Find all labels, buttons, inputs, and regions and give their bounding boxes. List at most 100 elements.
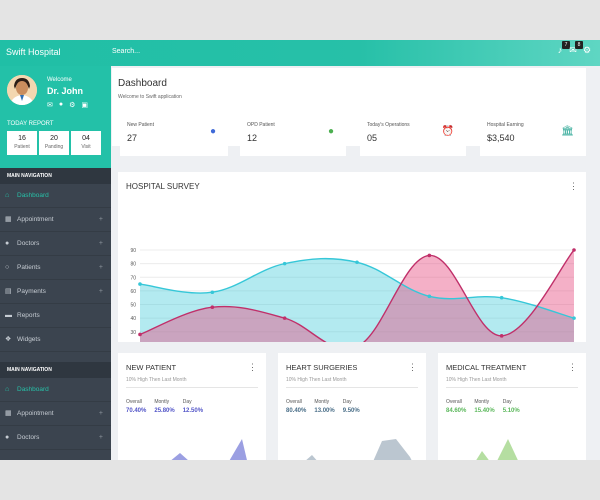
widget-icon: ❖ [5, 336, 12, 343]
logout-icon[interactable]: ▣ [81, 102, 89, 109]
metric-value: 70.40% [126, 408, 147, 414]
user-icon[interactable]: ● [58, 101, 64, 108]
data-point [572, 316, 576, 320]
expand-icon[interactable]: + [98, 240, 103, 247]
message-icon[interactable]: ✉ [47, 102, 53, 109]
y-tick-label: 70 [130, 275, 136, 281]
sidebar-item-label: Doctors [17, 434, 40, 441]
sidebar-item-payments[interactable]: ▤ Payments + [0, 280, 111, 304]
sidebar-item-label: Reports [17, 312, 40, 319]
bell-icon[interactable]: ♪ 7 [554, 41, 570, 57]
sidebar-item-label: Dashboard [17, 386, 49, 393]
metrics: Overall 70.40% Montly 25.80% Day 12.50% [126, 399, 203, 414]
card-subtitle: 10% High Then Last Month [286, 377, 347, 383]
sidebar-item-reports[interactable]: ▬ Reports [0, 304, 111, 328]
stat-card-operations[interactable]: Today's Operations 05 ⏰ [360, 114, 466, 156]
sidebar-item-patients[interactable]: ○ Patients + [0, 256, 111, 280]
more-icon[interactable]: ⋮ [408, 362, 417, 372]
home-icon: ⌂ [5, 386, 10, 393]
stat-card-opd-patient[interactable]: OPD Patient 12 ● [240, 114, 346, 156]
medical-treatment-card: MEDICAL TREATMENT ⋮ 10% High Then Last M… [438, 353, 586, 460]
metric-monthly: Montly 25.80% [154, 399, 174, 414]
expand-icon[interactable]: + [98, 434, 103, 441]
data-point [499, 295, 504, 300]
report-value: 16 [18, 135, 26, 142]
sparkline-medical-treatment [476, 439, 518, 460]
patient-icon: ● [327, 126, 334, 137]
sidebar-item-dashboard[interactable]: ⌂ Dashboard [0, 378, 111, 402]
report-value: 20 [50, 135, 58, 142]
more-icon[interactable]: ⋮ [569, 181, 578, 191]
sidebar-item-doctors[interactable]: ● Doctors + [0, 426, 111, 450]
y-tick-label: 80 [130, 262, 136, 268]
notification-badge: 7 [562, 41, 570, 49]
profile-actions: ✉ ● ⚙ ▣ [47, 101, 88, 109]
user-icon: ● [209, 126, 216, 137]
expand-icon[interactable]: + [98, 410, 103, 417]
page-subtitle: Welcome to Swift application [118, 94, 182, 100]
more-icon[interactable]: ⋮ [568, 362, 577, 372]
sidebar-item-appointment[interactable]: ▦ Appointment + [0, 402, 111, 426]
new-patient-card: NEW PATIENT ⋮ 10% High Then Last Month O… [118, 353, 266, 460]
metrics: Overall 84.60% Montly 15.40% Day 5.10% [446, 399, 520, 414]
search-input[interactable]: Search... [112, 48, 141, 55]
sidebar-item-doctors[interactable]: ● Doctors + [0, 232, 111, 256]
heart-surgeries-card: HEART SURGERIES ⋮ 10% High Then Last Mon… [278, 353, 426, 460]
sidebar-item-appointment[interactable]: ▦ Appointment + [0, 208, 111, 232]
card-subtitle: 10% High Then Last Month [126, 377, 187, 383]
user-icon: ○ [5, 264, 10, 271]
sidebar-item-widgets[interactable]: ❖ Widgets [0, 328, 111, 352]
nav-section-header: MAIN NAVIGATION [0, 362, 111, 378]
expand-icon[interactable]: + [98, 264, 103, 271]
series-line [139, 249, 575, 342]
report-panding: 20 Panding [39, 131, 69, 155]
expand-icon[interactable]: + [98, 216, 103, 223]
users-icon: ● [5, 434, 10, 441]
data-point [572, 248, 576, 252]
nav-section-header: MAIN NAVIGATION [0, 168, 111, 184]
metric-overall: Overall 84.60% [446, 399, 466, 414]
card-subtitle: 10% High Then Last Month [446, 377, 507, 383]
data-point [499, 334, 504, 338]
bank-icon: 🏛 [561, 126, 574, 137]
y-tick-label: 60 [130, 289, 136, 295]
divider [286, 387, 418, 388]
report-label: Visit [81, 144, 91, 150]
calendar-icon: ▦ [5, 410, 12, 417]
sparkline-new-patient [171, 439, 247, 460]
mail-icon[interactable]: ✉ 8 [567, 41, 583, 57]
metric-monthly: Montly 15.40% [474, 399, 494, 414]
brand-logo[interactable]: Swift Hospital [6, 47, 61, 57]
report-patient: 16 Patient [7, 131, 37, 155]
metric-value: 15.40% [474, 408, 495, 414]
report-value: 04 [82, 135, 90, 142]
data-point [427, 253, 432, 258]
stat-card-earning[interactable]: Hospital Earning $3,540 🏛 [480, 114, 586, 156]
metric-label: Day [502, 399, 512, 405]
sidebar-item-label: Widgets [17, 336, 41, 343]
sidebar-item-label: Patients [17, 264, 41, 271]
stat-label: Hospital Earning [487, 122, 524, 128]
metric-label: Montly [314, 399, 330, 405]
data-point [355, 260, 359, 265]
data-point [282, 316, 287, 320]
report-label: Panding [44, 144, 64, 150]
gear-icon[interactable]: ⚙ [582, 45, 592, 55]
stat-label: OPD Patient [247, 122, 275, 128]
expand-icon[interactable]: + [98, 288, 103, 295]
report-visit: 04 Visit [71, 131, 101, 155]
metric-value: 84.60% [446, 408, 467, 414]
alarm-icon: ⏰ [441, 126, 454, 137]
report-icon: ▬ [5, 312, 12, 319]
metric-value: 5.10% [502, 408, 520, 414]
settings-icon[interactable]: ⚙ [69, 102, 76, 109]
y-tick-label: 40 [130, 316, 136, 322]
more-icon[interactable]: ⋮ [248, 362, 257, 372]
sidebar-item-dashboard[interactable]: ⌂ Dashboard [0, 184, 111, 208]
metric-overall: Overall 80.40% [286, 399, 306, 414]
welcome-label: Welcome [47, 77, 72, 83]
stat-card-new-patient[interactable]: New Patient 27 ● [120, 114, 228, 156]
avatar[interactable] [7, 75, 37, 105]
payment-icon: ▤ [5, 288, 12, 295]
today-report-label: TODAY REPORT [7, 121, 54, 127]
